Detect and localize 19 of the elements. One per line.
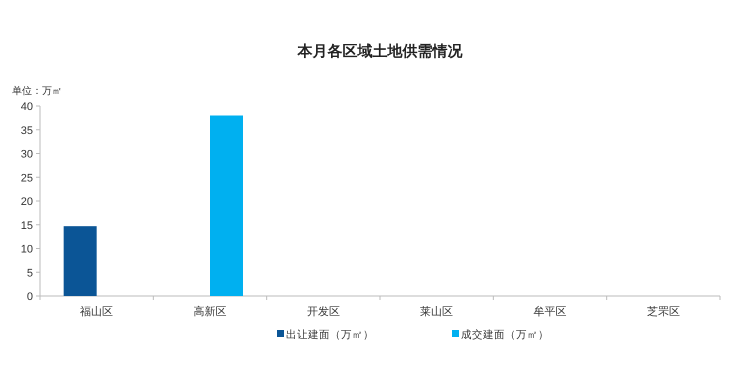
x-tick-label: 高新区 (194, 305, 226, 318)
y-axis-title: 单位：万㎡ (12, 85, 62, 97)
x-tick-label: 牟平区 (534, 305, 566, 318)
y-tick-label: 5 (26, 267, 33, 280)
legend-label: 成交建面（万㎡） (461, 328, 549, 341)
chart-title: 本月各区域土地供需情况 (296, 43, 464, 60)
y-tick-label: 10 (20, 244, 33, 256)
x-tick-label: 莱山区 (420, 305, 454, 318)
y-tick-label: 15 (20, 220, 33, 232)
x-tick-label: 开发区 (306, 306, 340, 318)
y-tick-label: 30 (20, 148, 33, 160)
y-tick-label: 35 (20, 124, 33, 137)
y-tick-label: 0 (26, 291, 33, 303)
y-tick-label: 40 (20, 101, 33, 113)
y-tick-label: 25 (20, 172, 33, 184)
legend-label: 出让建面（万㎡） (286, 328, 374, 341)
x-tick-label: 福山区 (80, 305, 114, 318)
y-tick-label: 20 (20, 196, 33, 208)
x-tick-label: 芝罘区 (646, 305, 680, 318)
